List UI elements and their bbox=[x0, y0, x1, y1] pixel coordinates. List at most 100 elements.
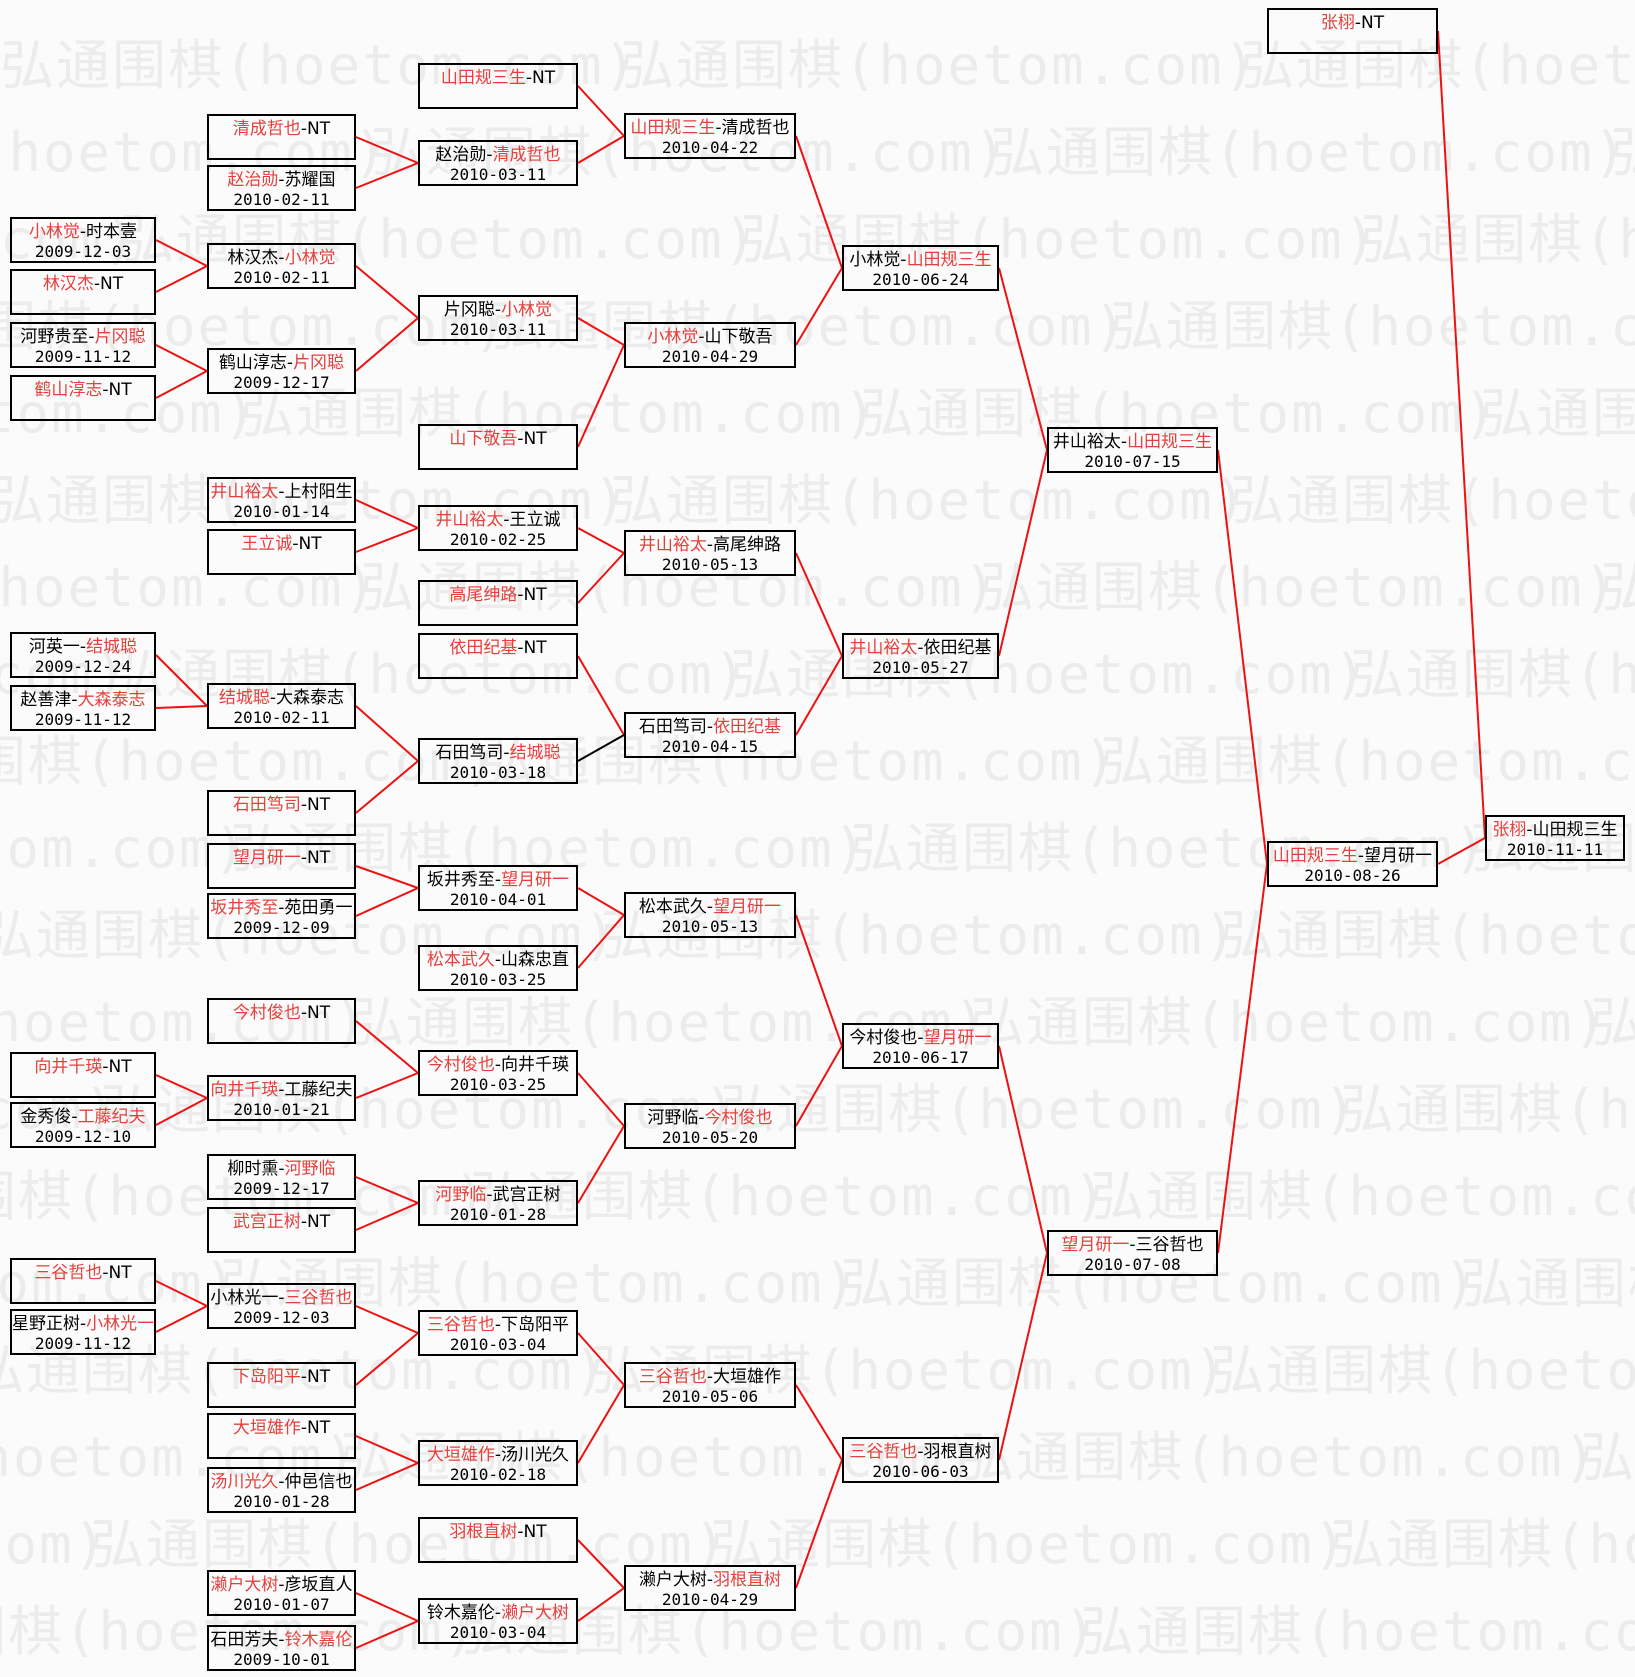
match-date: 2010-04-29 bbox=[661, 1590, 759, 1609]
player-name: -NT bbox=[517, 585, 547, 605]
watermark-row: 弘通围棋(hoetom.com)弘通围棋(hoetom.com)弘通围棋(hoe… bbox=[0, 643, 1635, 706]
watermark-row: 弘通围棋(hoetom.com)弘通围棋(hoetom.com)弘通围棋(hoe… bbox=[0, 1165, 1635, 1228]
match-date: 2009-12-24 bbox=[34, 657, 132, 676]
match-title: 石田笃司-依田纪基 bbox=[626, 717, 794, 737]
player-name: 井山裕太 bbox=[435, 510, 504, 530]
watermark-row: 弘通围棋(hoetom.com)弘通围棋(hoetom.com)弘通围棋(hoe… bbox=[0, 469, 1635, 532]
connector-line bbox=[1217, 863, 1268, 1254]
match-box: 三谷哲也-NT bbox=[10, 1258, 156, 1304]
match-date: 2010-03-04 bbox=[449, 1623, 547, 1642]
watermark-row: 弘通围棋(hoetom.com)弘通围棋(hoetom.com)弘通围棋(hoe… bbox=[0, 556, 1635, 619]
match-title: 王立诚-NT bbox=[209, 534, 354, 554]
player-name: -NT bbox=[525, 68, 556, 88]
match-box: 山田规三生-清成哲也 2010-04-22 bbox=[624, 113, 796, 159]
match-title: 井山裕太-山田规三生 bbox=[1049, 432, 1216, 452]
connector-line bbox=[998, 449, 1048, 657]
player-name: 林汉杰- bbox=[227, 248, 285, 268]
player-name: -大森泰志 bbox=[269, 688, 345, 708]
match-box: 鹤山淳志-片冈聪 2009-12-17 bbox=[207, 348, 356, 394]
match-title: 林汉杰-NT bbox=[12, 274, 154, 294]
watermark-row: 弘通围棋(hoetom.com)弘通围棋(hoetom.com)弘通围棋(hoe… bbox=[0, 817, 1635, 880]
match-box: 山田规三生-望月研一 2010-08-26 bbox=[1267, 841, 1438, 887]
player-name: 林汉杰 bbox=[42, 274, 94, 294]
connector-line bbox=[355, 1305, 419, 1334]
connector-line bbox=[355, 1020, 419, 1074]
player-name: -下岛阳平 bbox=[494, 1315, 570, 1335]
match-title: 坂井秀至-望月研一 bbox=[420, 870, 576, 890]
player-name: 井山裕太 bbox=[638, 535, 707, 555]
match-title: 河野临-武宫正树 bbox=[420, 1185, 576, 1205]
match-box: 井山裕太-王立诚 2010-02-25 bbox=[418, 505, 578, 551]
player-name: -山田规三生 bbox=[1526, 820, 1618, 840]
match-box: 望月研一-三谷哲也 2010-07-08 bbox=[1047, 1230, 1218, 1276]
connector-line bbox=[1217, 449, 1268, 865]
player-name: 井山裕太- bbox=[1052, 432, 1128, 452]
player-name: -NT bbox=[300, 795, 331, 815]
match-title: 三谷哲也-大垣雄作 bbox=[626, 1367, 794, 1387]
player-name: 星野正树- bbox=[12, 1314, 87, 1334]
connector-line bbox=[155, 1097, 208, 1126]
match-title: 石田笃司-结城聪 bbox=[420, 743, 576, 763]
match-date: 2010-05-13 bbox=[661, 555, 759, 574]
match-title: 铃木嘉伦-濑户大树 bbox=[420, 1603, 576, 1623]
connector-line bbox=[795, 135, 843, 269]
player-name: -上村阳生 bbox=[278, 482, 353, 502]
connector-line bbox=[577, 1332, 625, 1386]
match-box: 王立诚-NT bbox=[207, 529, 356, 575]
player-name: -NT bbox=[1354, 13, 1385, 33]
player-name: 小林光一 bbox=[86, 1314, 155, 1334]
match-title: 濑户大树-彦坂直人 bbox=[209, 1575, 354, 1595]
player-name: 结城聪 bbox=[86, 637, 138, 657]
match-box: 汤川光久-仲邑信也 2010-01-28 bbox=[207, 1467, 356, 1513]
match-date: 2010-05-20 bbox=[661, 1128, 759, 1147]
player-name: 工藤纪夫 bbox=[77, 1107, 146, 1127]
match-box: 河野贵至-片冈聪 2009-11-12 bbox=[10, 322, 156, 368]
player-name: 山田规三生 bbox=[440, 68, 526, 88]
player-name: 赵善津- bbox=[20, 690, 78, 710]
player-name: -山下敬吾 bbox=[698, 327, 773, 347]
match-title: 坂井秀至-苑田勇一 bbox=[209, 898, 354, 918]
match-date: 2010-07-15 bbox=[1084, 452, 1181, 471]
player-name: 金秀俊- bbox=[20, 1107, 78, 1127]
player-name: 结城聪 bbox=[218, 688, 270, 708]
match-box: 结城聪-大森泰志 2010-02-11 bbox=[207, 683, 356, 729]
player-name: -时本壹 bbox=[79, 222, 138, 242]
player-name: 今村俊也 bbox=[232, 1003, 301, 1023]
match-title: 三谷哲也-下岛阳平 bbox=[420, 1315, 576, 1335]
match-box: 向井千瑛-工藤纪夫 2010-01-21 bbox=[207, 1075, 356, 1121]
player-name: 三谷哲也 bbox=[426, 1315, 495, 1335]
connector-line bbox=[155, 1280, 208, 1307]
match-date: 2010-04-29 bbox=[661, 347, 759, 366]
match-date: 2010-06-24 bbox=[872, 270, 969, 289]
player-name: 望月研一 bbox=[923, 1028, 992, 1048]
connector-line bbox=[577, 552, 625, 604]
player-name: 望月研一 bbox=[501, 870, 570, 890]
connector-line bbox=[355, 1592, 419, 1622]
match-title: 依田纪基-NT bbox=[420, 638, 576, 658]
match-title: 林汉杰-小林觉 bbox=[209, 248, 354, 268]
connector-line bbox=[795, 1045, 843, 1127]
match-title: 向井千瑛-工藤纪夫 bbox=[209, 1080, 354, 1100]
match-title: 濑户大树-羽根直树 bbox=[626, 1570, 794, 1590]
player-name: -NT bbox=[102, 380, 132, 400]
match-title: 井山裕太-王立诚 bbox=[420, 510, 576, 530]
match-box: 山下敬吾-NT bbox=[418, 424, 578, 470]
player-name: -大垣雄作 bbox=[706, 1367, 782, 1387]
match-title: 石田笃司-NT bbox=[209, 795, 354, 815]
match-title: 下岛阳平-NT bbox=[209, 1367, 354, 1387]
match-box: 片冈聪-小林觉 2010-03-11 bbox=[418, 295, 578, 341]
player-name: -高尾绅路 bbox=[706, 535, 782, 555]
match-title: 石田芳夫-铃木嘉伦 bbox=[209, 1630, 354, 1650]
player-name: 高尾绅路 bbox=[449, 585, 518, 605]
match-box: 井山裕太-高尾绅路 2010-05-13 bbox=[624, 530, 796, 576]
match-box: 三谷哲也-大垣雄作 2010-05-06 bbox=[624, 1362, 796, 1408]
connector-line bbox=[577, 135, 625, 164]
player-name: -山森忠直 bbox=[494, 950, 570, 970]
match-title: 汤川光久-仲邑信也 bbox=[209, 1472, 354, 1492]
connector-line bbox=[577, 1384, 625, 1464]
match-title: 大垣雄作-NT bbox=[209, 1418, 354, 1438]
match-date: 2009-12-03 bbox=[233, 1308, 330, 1327]
match-date: 2010-06-03 bbox=[872, 1462, 969, 1481]
player-name: -工藤纪夫 bbox=[278, 1080, 353, 1100]
player-name: -武宫正树 bbox=[486, 1185, 561, 1205]
